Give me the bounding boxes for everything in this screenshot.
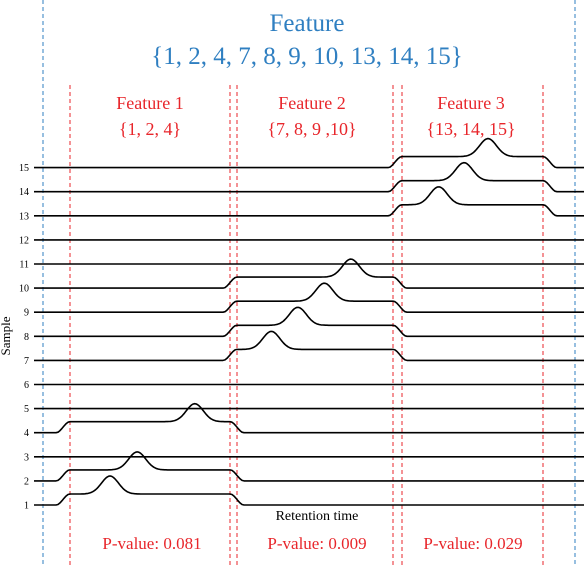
feature-2-set: {7, 8, 9 ,10} [267,119,356,139]
sample-tick-label: 15 [19,163,29,174]
sample-trace-9 [34,282,584,313]
sample-tick-label: 6 [24,380,29,391]
sample-trace-15 [34,137,584,169]
sample-tick-label: 1 [24,501,29,512]
feature-3-pvalue: P-value: 0.029 [423,534,522,553]
sample-tick-label: 8 [24,332,29,343]
feature-2-pvalue: P-value: 0.009 [267,534,366,553]
sample-trace-1 [34,475,584,506]
sample-tick-label: 3 [24,452,29,463]
sample-trace-7 [34,330,584,362]
sample-trace-13 [34,186,584,217]
x-axis-label: Retention time [276,509,359,524]
feature-1-set: {1, 2, 4} [119,119,181,139]
sample-traces [34,137,584,506]
sample-trace-10 [34,258,584,289]
sample-tick-label: 9 [24,308,29,319]
feature-2-label: Feature 2 [278,93,345,113]
feature-1-label: Feature 1 [116,93,183,113]
feature-3-set: {13, 14, 15} [426,119,515,139]
sample-tick-label: 13 [19,211,29,222]
sample-trace-4 [34,402,584,434]
sample-trace-8 [34,306,584,338]
sample-tick-label: 10 [19,284,29,295]
sample-trace-2 [34,451,584,482]
sample-tick-label: 4 [24,428,29,439]
sample-tick-label: 5 [24,404,29,415]
header-title: Feature [270,10,345,37]
feature-3-label: Feature 3 [437,93,504,113]
feature-1-pvalue: P-value: 0.081 [102,534,201,553]
sample-trace-14 [34,161,584,193]
header-set: {1, 2, 4, 7, 8, 9, 10, 13, 14, 15} [151,43,463,70]
feature-window-boundaries [69,85,544,565]
sample-tick-label: 12 [19,235,29,246]
sample-tick-label: 14 [19,187,29,198]
sample-tick-label: 11 [19,260,29,271]
sample-tick-label: 2 [24,476,29,487]
sample-tick-label: 7 [24,356,29,367]
y-axis-label: Sample [0,316,13,355]
